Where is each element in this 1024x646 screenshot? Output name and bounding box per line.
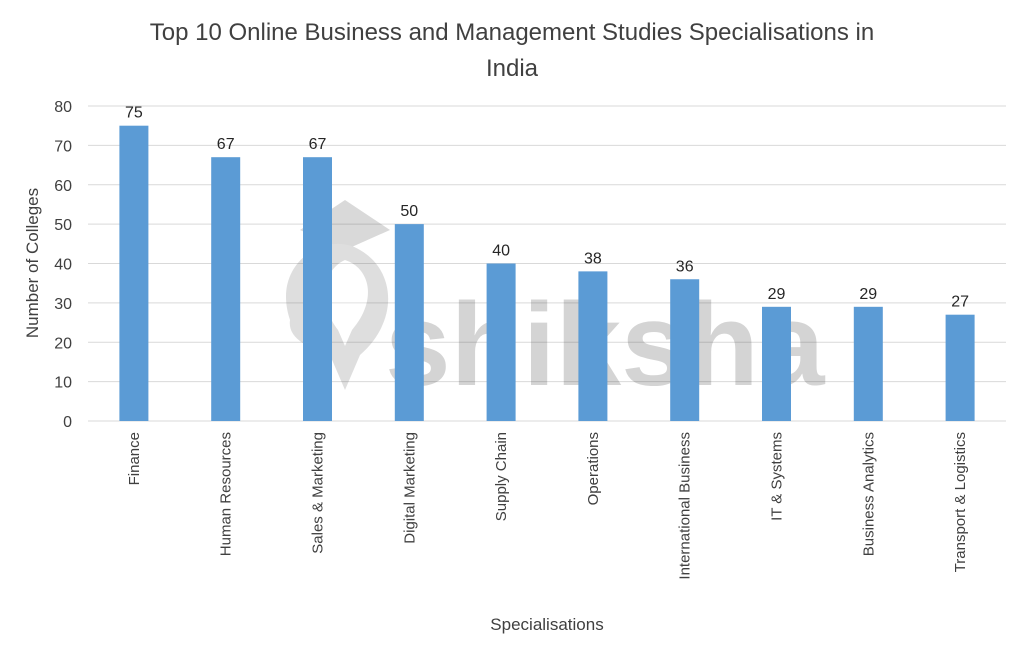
x-tick-label: International Business [677, 432, 694, 580]
y-tick-label: 80 [54, 99, 72, 116]
data-label: 29 [768, 286, 786, 303]
x-tick-label: Transport & Logistics [952, 432, 969, 572]
y-tick-label: 50 [54, 217, 72, 234]
data-label: 67 [217, 136, 235, 153]
bar [762, 306, 791, 421]
data-labels: 75 67 67 50 40 38 36 29 29 27 [125, 105, 969, 311]
y-axis-tick-labels: 0 10 20 30 40 50 60 70 80 [54, 99, 72, 431]
y-tick-label: 10 [54, 375, 72, 392]
y-tick-label: 70 [54, 138, 72, 155]
data-label: 75 [125, 105, 143, 122]
data-label: 29 [859, 286, 877, 303]
y-tick-label: 20 [54, 335, 72, 352]
x-tick-label: IT & Systems [769, 432, 786, 521]
chart-title-line-1: Top 10 Online Business and Management St… [150, 19, 874, 46]
data-label: 67 [309, 136, 327, 153]
bar [394, 224, 424, 421]
bar [670, 279, 700, 421]
x-tick-label: Human Resources [218, 432, 235, 556]
data-label: 40 [492, 243, 510, 260]
bar [945, 314, 975, 421]
x-tick-label: Digital Marketing [401, 432, 418, 544]
data-label: 27 [951, 294, 969, 311]
data-label: 36 [676, 258, 694, 275]
bar [578, 271, 608, 421]
data-label: 50 [400, 203, 418, 220]
y-tick-label: 40 [54, 257, 72, 274]
x-tick-label: Business Analytics [860, 432, 877, 556]
bar [486, 263, 516, 421]
x-tick-label: Sales & Marketing [310, 432, 327, 554]
x-axis-tick-labels: Finance Human Resources Sales & Marketing D… [126, 432, 969, 580]
y-tick-label: 30 [54, 296, 72, 313]
bar [211, 157, 241, 421]
shiksha-watermark: shiksha [286, 200, 826, 411]
chart-title-line-2: India [486, 55, 539, 82]
x-tick-label: Operations [585, 432, 602, 505]
gridlines [88, 105, 1006, 422]
x-tick-label: Supply Chain [493, 432, 510, 521]
data-label: 38 [584, 250, 602, 267]
y-tick-label: 60 [54, 178, 72, 195]
y-axis-label: Number of Colleges [23, 188, 42, 338]
bars [119, 125, 975, 421]
bar [119, 125, 149, 421]
bar [303, 157, 332, 421]
x-axis-label: Specialisations [490, 615, 603, 634]
x-tick-label: Finance [126, 432, 143, 485]
graduation-cap-logo-icon [286, 200, 390, 390]
bar [853, 306, 883, 421]
y-tick-label: 0 [63, 414, 72, 431]
